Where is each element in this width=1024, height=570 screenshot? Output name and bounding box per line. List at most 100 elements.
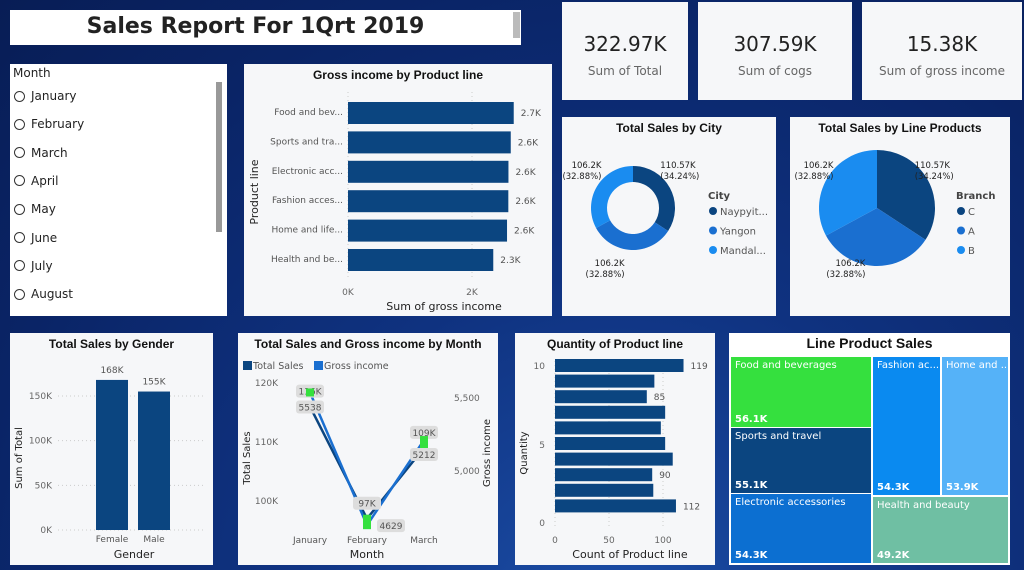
data-label: 2.7K xyxy=(521,109,542,119)
tile-label: Home and ... xyxy=(946,360,1008,371)
chart-title: Quantity of Product line xyxy=(546,337,683,351)
slicer-item-june[interactable]: June xyxy=(14,231,57,245)
tile-value: 49.2K xyxy=(877,550,910,561)
data-label: 110.57K (34.24%) xyxy=(660,161,699,182)
x-tick-label: 0 xyxy=(552,536,558,546)
bar xyxy=(555,421,661,435)
y-tick-label: 0K xyxy=(40,526,53,536)
treemap-tile[interactable]: Fashion ac... 54.3K xyxy=(873,357,940,495)
gross-income-chart: Gross income by Product line 0K 2K Food an… xyxy=(244,64,552,316)
bar xyxy=(555,390,647,404)
slicer-item-january[interactable]: January xyxy=(14,89,77,103)
slicer-item-may[interactable]: May xyxy=(14,202,56,216)
title-scrollbar[interactable] xyxy=(513,12,520,38)
data-label: 2.6K xyxy=(518,138,539,148)
branch-pie-chart: Total Sales by Line Products 110.57K (34.… xyxy=(790,117,1010,316)
legend-item: Total Sales xyxy=(252,361,304,372)
category-label: Electronic acc... xyxy=(272,167,343,177)
bar xyxy=(348,219,508,242)
legend-item: Yangon xyxy=(719,227,756,238)
month-slicer[interactable]: Month January February March April May June Ju… xyxy=(10,64,227,316)
data-point xyxy=(420,436,428,445)
kpi-card-total: 322.97K Sum of Total xyxy=(562,2,688,100)
slice xyxy=(825,208,926,266)
radio-button[interactable] xyxy=(14,288,25,300)
bar xyxy=(348,160,509,183)
slicer-item-february[interactable]: February xyxy=(14,117,84,131)
tile-label: Electronic accessories xyxy=(735,497,846,508)
slice xyxy=(596,220,669,250)
slicer-item-march[interactable]: March xyxy=(14,146,68,160)
tile-label: Food and beverages xyxy=(735,360,837,371)
radio-button[interactable] xyxy=(14,90,25,102)
treemap-tile[interactable]: Sports and travel 55.1K xyxy=(731,428,871,493)
data-label: 5538 xyxy=(299,403,322,413)
tile-value: 55.1K xyxy=(735,480,768,491)
data-label: 97K xyxy=(358,500,376,510)
category-label: Sports and tra... xyxy=(270,137,343,147)
tile-label: Health and beauty xyxy=(877,500,970,511)
tile-value: 56.1K xyxy=(735,414,768,425)
bar xyxy=(555,405,666,419)
legend-item: B xyxy=(968,246,975,257)
radio-button[interactable] xyxy=(14,118,25,130)
x-tick-label: 2K xyxy=(466,288,479,298)
treemap-chart: Line Product Sales Food and beverages 56.… xyxy=(729,333,1010,565)
tile-value: 54.3K xyxy=(735,550,768,561)
data-point xyxy=(420,443,428,452)
slicer-item-july[interactable]: July xyxy=(14,259,53,273)
x-axis-title: Month xyxy=(350,548,385,561)
gender-svg: 0K 50K 100K 150K 168K Female 155K Male Gender Sum… xyxy=(14,366,205,561)
radio-button[interactable] xyxy=(14,232,25,243)
y-tick-label: 5 xyxy=(539,441,545,451)
y-tick-label: 120K xyxy=(255,379,279,389)
bar xyxy=(348,190,509,213)
data-label: 85 xyxy=(654,393,665,403)
treemap-tile[interactable]: Electronic accessories 54.3K xyxy=(731,494,871,563)
bar xyxy=(348,249,494,271)
chart-title: Total Sales by Gender xyxy=(48,337,175,351)
data-label: 168K xyxy=(100,366,124,376)
data-label-bg xyxy=(296,400,324,414)
chart-title: Line Product Sales xyxy=(806,335,933,351)
slicer-item-august[interactable]: August xyxy=(14,287,73,301)
category-label: Health and be... xyxy=(271,255,343,265)
kpi-label: Sum of cogs xyxy=(738,64,812,78)
y-tick-label: 110K xyxy=(255,438,279,448)
radio-button[interactable] xyxy=(14,147,25,159)
treemap-tile[interactable]: Health and beauty 49.2K xyxy=(873,497,1008,563)
data-label: 106.2K (32.88%) xyxy=(794,161,833,182)
report-title: Sales Report For 1Qrt 2019 xyxy=(86,14,425,39)
x-tick-label: 50 xyxy=(603,536,615,546)
bar xyxy=(348,102,514,124)
tile-label: Sports and travel xyxy=(735,431,822,442)
gross-income-svg: 0K 2K Food and bev... 2.7K Sports and tra...… xyxy=(248,92,542,313)
slicer-item-april[interactable]: April xyxy=(14,174,58,188)
bar xyxy=(555,359,684,372)
legend-item: Mandal... xyxy=(720,246,766,257)
radio-button[interactable] xyxy=(14,260,25,272)
bar xyxy=(348,131,511,154)
data-label: 90 xyxy=(659,471,671,481)
data-label: 106.2K (32.88%) xyxy=(826,259,865,280)
data-point xyxy=(363,521,371,530)
gender-chart: Total Sales by Gender 0K 50K 100K 150K 168K F… xyxy=(10,333,213,565)
treemap-tile[interactable]: Food and beverages 56.1K xyxy=(731,357,871,427)
category-label: Food and bev... xyxy=(274,108,343,118)
radio-button[interactable] xyxy=(14,175,25,187)
bar xyxy=(96,379,128,530)
x-axis-title: Count of Product line xyxy=(572,548,688,561)
y-tick-label: 50K xyxy=(35,481,53,491)
treemap-tile[interactable]: Home and ... 53.9K xyxy=(942,357,1008,495)
category-label: Fashion acces... xyxy=(272,196,343,206)
data-label: 112 xyxy=(683,502,700,512)
radio-button[interactable] xyxy=(14,203,25,215)
quantity-svg: 0 50 100 0 5 10 119 85 90 112 Count of Product lin… xyxy=(519,359,708,561)
slicer-scrollbar[interactable] xyxy=(216,82,222,232)
kpi-label: Sum of Total xyxy=(587,64,663,78)
data-label: 5212 xyxy=(413,451,436,461)
data-label: 106.2K (32.88%) xyxy=(586,259,625,280)
y-axis-title: Product line xyxy=(248,159,261,224)
tile-value: 53.9K xyxy=(946,482,979,493)
legend-marker xyxy=(957,226,965,235)
